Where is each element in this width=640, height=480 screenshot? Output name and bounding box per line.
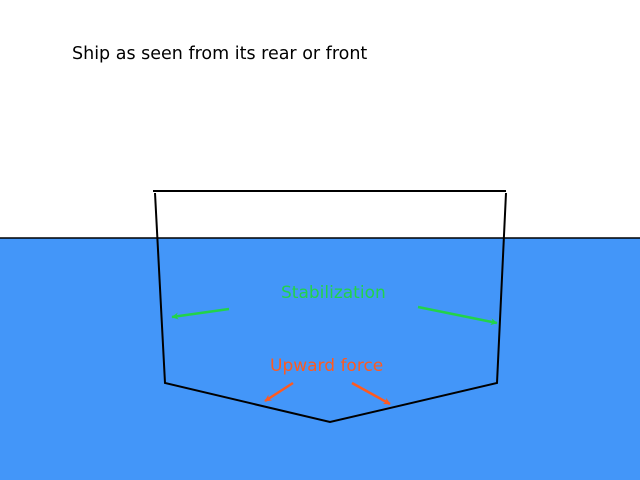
upward-force-label: Upward force [270, 356, 383, 376]
diagram-title: Ship as seen from its rear or front [72, 44, 368, 64]
water-body [0, 238, 640, 480]
upward-force-arrow-right [351, 381, 391, 406]
stabilization-arrow-right [417, 305, 498, 326]
upward-force-arrow-left [264, 381, 294, 403]
stabilization-arrow-left [171, 307, 230, 320]
hull-outline [154, 192, 507, 424]
stabilization-label: Stabilization [281, 283, 386, 303]
